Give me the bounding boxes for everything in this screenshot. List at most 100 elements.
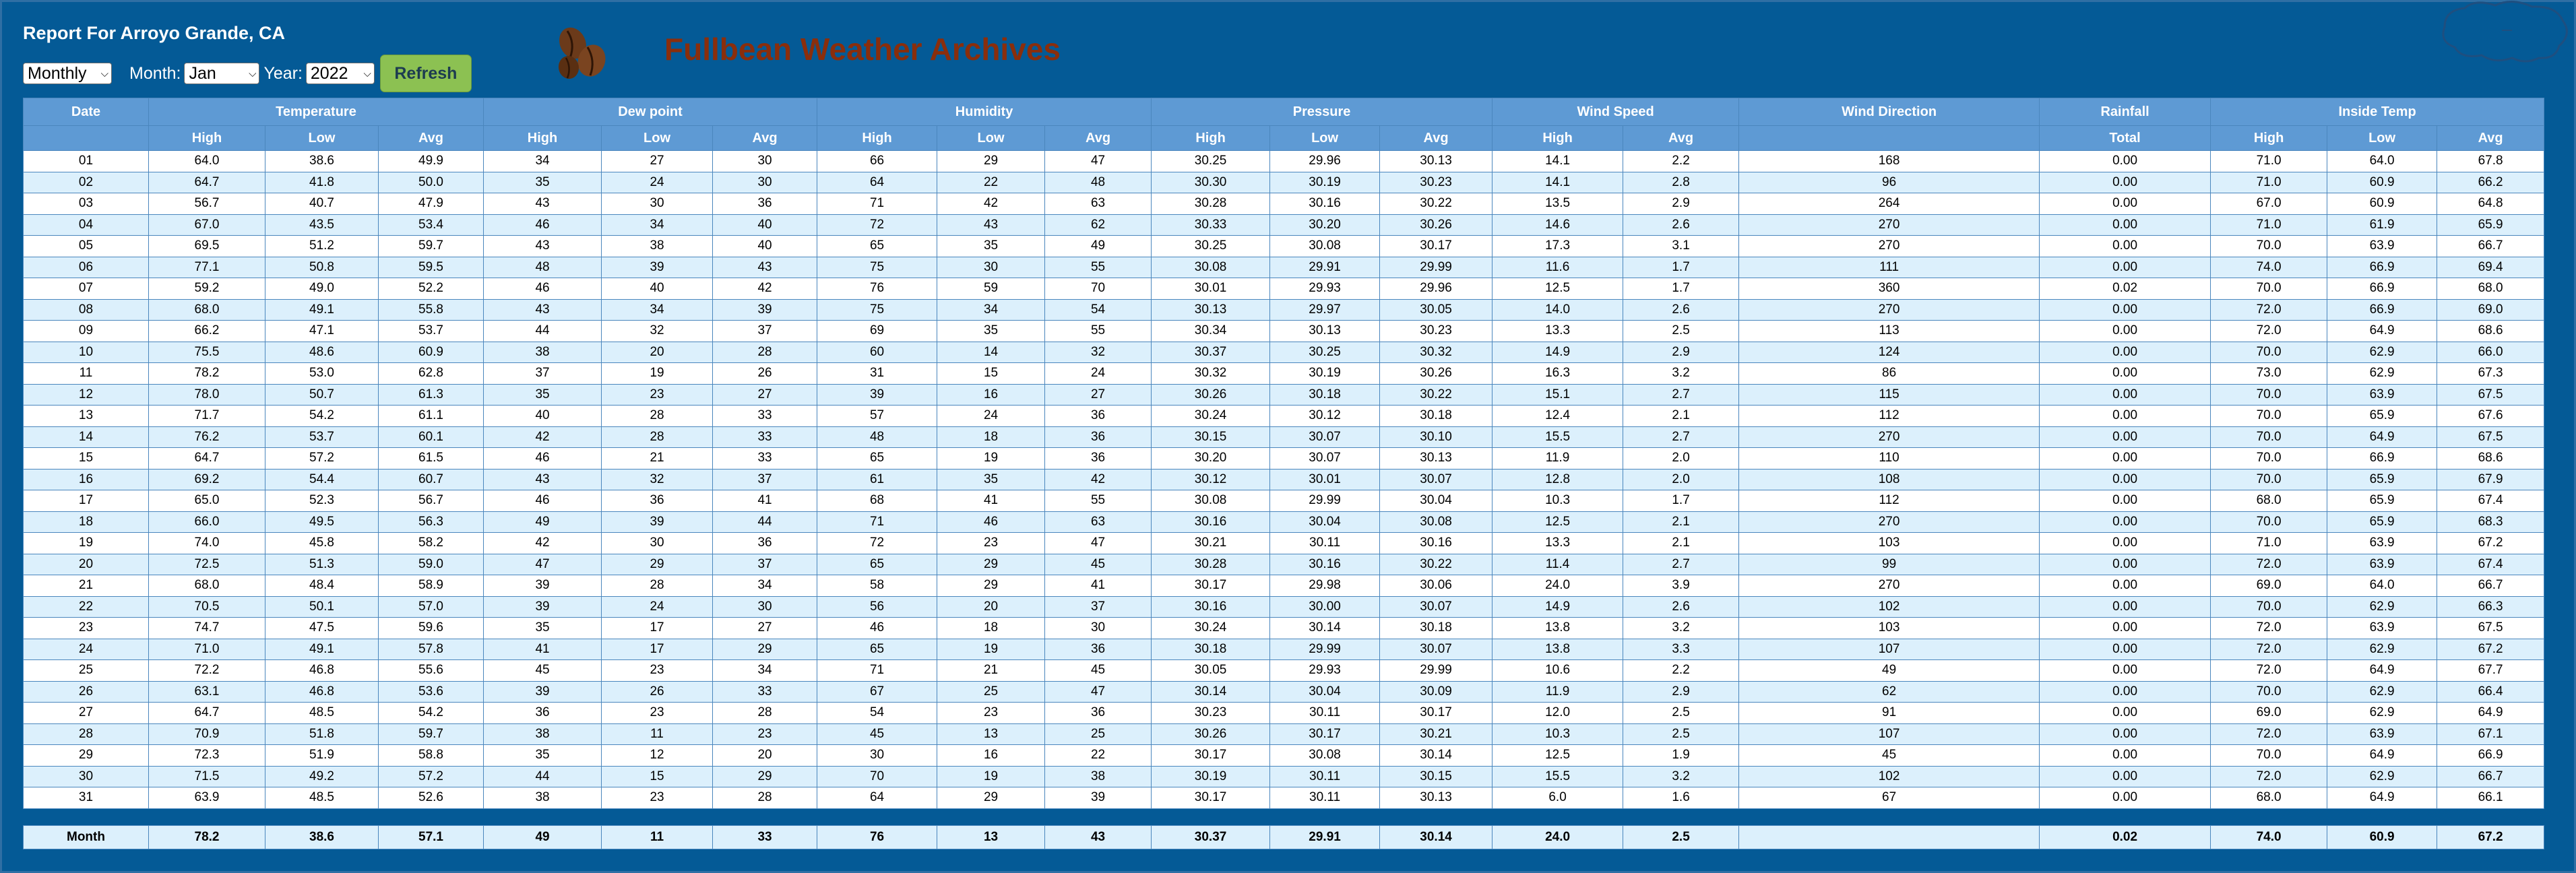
table-cell: 11.9 [1492,680,1624,703]
table-cell: 30.23 [1379,171,1493,193]
table-cell: 61.1 [377,405,484,427]
sub-header-row: High Low Avg High Low Avg High Low Avg High Low Avg… [23,125,2545,151]
table-cell: 26 [712,362,818,385]
table-cell: 69.4 [2437,256,2545,278]
table-cell: 23 [937,702,1046,724]
table-cell: 29 [712,765,818,787]
table-cell: 70.5 [148,595,265,618]
table-cell: 32 [601,320,714,342]
table-cell: 3.2 [1623,765,1740,787]
table-cell: 64 [817,171,938,193]
period-select[interactable]: Monthly ⌵ [23,63,112,84]
table-cell: 35 [937,235,1046,257]
table-cell: 15.1 [1492,383,1624,406]
table-cell: 30.08 [1269,744,1381,767]
refresh-button[interactable]: Refresh [379,55,472,92]
table-row: 02 64.7 41.8 50.0 35 24 30 64 22 48 30.30 30.19 30.2… [23,171,2545,193]
table-cell: 30.08 [1269,235,1381,257]
table-cell: 12.5 [1492,511,1624,533]
summary-cell: 49 [483,825,602,849]
table-cell: 29.93 [1269,659,1381,682]
table-cell: 30.30 [1151,171,1271,193]
table-cell: 39 [1044,787,1152,809]
table-cell: 29.91 [1269,256,1381,278]
table-cell: 39 [601,511,714,533]
table-cell: 30.17 [1151,787,1271,809]
table-cell: 270 [1738,298,2040,321]
table-cell: 30.28 [1151,193,1271,215]
table-cell: 65.9 [2437,214,2545,236]
table-cell: 38 [1044,765,1152,787]
table-cell: 45 [1044,659,1152,682]
table-cell: 53.4 [377,214,484,236]
table-cell: 26 [23,680,149,703]
table-cell: 46 [483,214,602,236]
table-cell: 30.37 [1151,341,1271,363]
table-cell: 15 [601,765,714,787]
table-cell: 36 [1044,638,1152,660]
table-cell: 63.9 [2327,617,2438,639]
table-cell: 48 [483,256,602,278]
table-cell: 2.7 [1623,426,1740,448]
table-cell: 22 [1044,744,1152,767]
table-cell: 72.3 [148,744,265,767]
table-cell: 67.8 [2437,150,2545,172]
table-cell: 42 [483,532,602,554]
table-cell: 64 [817,787,938,809]
table-cell: 0.00 [2039,341,2211,363]
table-cell: 54 [817,702,938,724]
table-cell: 76.2 [148,426,265,448]
table-cell: 30.13 [1269,320,1381,342]
table-row: 28 70.9 51.8 59.7 38 11 23 45 13 25 30.26 30.17 30.2… [23,723,2545,745]
table-cell: 15.5 [1492,426,1624,448]
table-cell: 67.1 [2437,723,2545,745]
table-cell: 2.6 [1623,214,1740,236]
table-cell: 59.6 [377,617,484,639]
table-cell: 17.3 [1492,235,1624,257]
table-cell: 3.2 [1623,362,1740,385]
table-cell: 61 [817,468,938,490]
month-select[interactable]: Jan ⌵ [184,63,260,84]
table-cell: 2.5 [1623,320,1740,342]
table-row: 06 77.1 50.8 59.5 48 39 43 75 30 55 30.08 29.91 29.9… [23,256,2545,278]
year-select[interactable]: 2022 ⌵ [305,63,375,84]
table-cell: 47 [1044,680,1152,703]
table-cell: 20 [23,553,149,575]
table-cell: 69.0 [2210,575,2328,597]
table-cell: 64.9 [2327,787,2438,809]
table-cell: 29.93 [1269,278,1381,300]
table-cell: 29.99 [1269,490,1381,512]
table-cell: 40 [483,405,602,427]
table-cell: 56 [817,595,938,618]
table-cell: 23 [601,383,714,406]
table-cell: 44 [712,511,818,533]
table-cell: 0.00 [2039,723,2211,745]
table-cell: 29.97 [1269,298,1381,321]
column-header: Low [601,125,714,151]
table-cell: 0.00 [2039,447,2211,470]
table-cell: 39 [483,680,602,703]
table-cell: 2.5 [1623,723,1740,745]
table-cell: 29.99 [1379,659,1493,682]
table-cell: 30.25 [1151,150,1271,172]
table-cell: 64.0 [2327,575,2438,597]
table-cell: 09 [23,320,149,342]
table-cell: 28 [601,426,714,448]
table-cell: 30 [712,150,818,172]
column-header: High [817,125,938,151]
table-cell: 71.7 [148,405,265,427]
table-cell: 71 [817,511,938,533]
table-cell: 64.7 [148,447,265,470]
table-cell: 70.0 [2210,595,2328,618]
table-cell: 30.25 [1269,341,1381,363]
table-cell: 30.24 [1151,617,1271,639]
table-cell: 30.05 [1379,298,1493,321]
table-cell: 6.0 [1492,787,1624,809]
table-cell: 113 [1738,320,2040,342]
table-cell: 16.3 [1492,362,1624,385]
table-cell: 57 [817,405,938,427]
table-cell: 12 [601,744,714,767]
table-cell: 0.02 [2039,278,2211,300]
table-cell: 62 [1738,680,2040,703]
table-cell: 14.6 [1492,214,1624,236]
